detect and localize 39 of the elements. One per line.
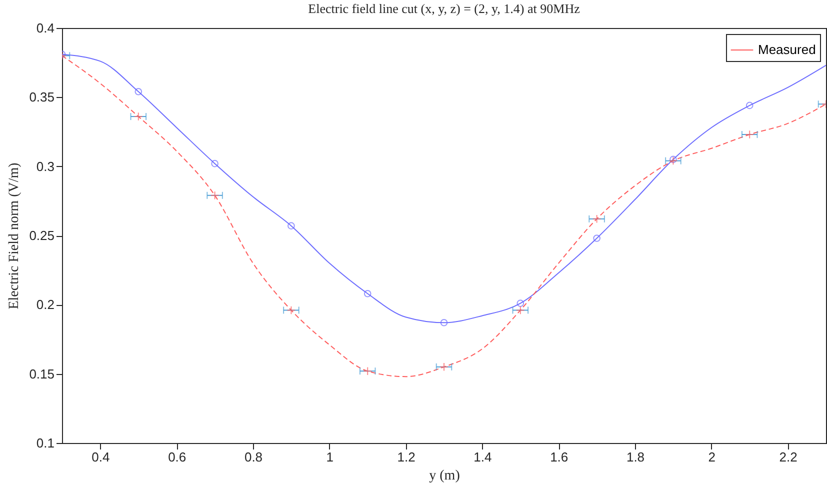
y-axis-title: Electric Field norm (V/m) [7, 162, 22, 310]
point [134, 112, 143, 121]
line-series [62, 54, 826, 324]
x-tick-label: 1.2 [397, 450, 416, 464]
y-tick-label: 0.1 [36, 436, 54, 450]
point [363, 366, 372, 376]
chart-title: Electric field line cut (x, y, z) = (2, y, 1.4) at 90MHz [308, 1, 580, 16]
y-tick-label: 0.35 [29, 90, 54, 105]
point [745, 130, 754, 139]
x-tick-label: 1 [326, 450, 334, 464]
y-tick-label: 0.3 [36, 158, 54, 174]
x-tick-label: 1.6 [550, 450, 568, 464]
point [288, 222, 295, 230]
x-tick-label: 1.8 [626, 450, 645, 464]
y-tick-label: 0.2 [36, 297, 54, 312]
x-tick-label: 0.4 [92, 450, 110, 464]
line-series [62, 55, 826, 378]
x-tick-label: 0.8 [244, 450, 263, 464]
x-axis-title: y (m) [429, 468, 460, 484]
point [210, 191, 220, 200]
x-tick-label: 1.4 [474, 450, 492, 464]
y-tick-label: 0.4 [36, 20, 54, 36]
y-tick-label: 0.25 [29, 228, 54, 243]
point [440, 318, 448, 326]
point [134, 88, 142, 96]
point [286, 306, 296, 315]
y-tick-label: 0.15 [29, 366, 54, 382]
point [592, 214, 602, 224]
point [211, 160, 218, 168]
point [440, 362, 448, 372]
legend-label: Measured [758, 42, 816, 57]
point [516, 300, 524, 307]
point [364, 290, 372, 298]
x-tick-label: 0.6 [168, 450, 186, 464]
point [516, 306, 525, 315]
point [593, 234, 600, 242]
point [746, 102, 754, 110]
x-tick-label: 2.2 [779, 450, 798, 464]
x-tick-label: 2 [708, 450, 716, 464]
